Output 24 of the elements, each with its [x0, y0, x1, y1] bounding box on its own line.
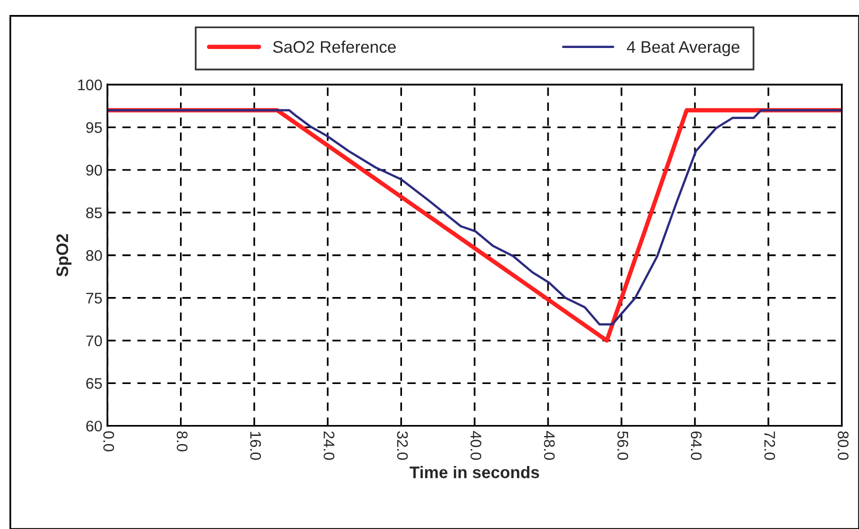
x-tick-label: 24.0: [324, 431, 334, 460]
legend-label: 4 Beat Average: [626, 41, 740, 56]
legend-label: SaO2 Reference: [273, 40, 396, 53]
x-axis-title: Time in seconds: [410, 466, 540, 478]
x-tick-label: 16.0: [250, 432, 261, 460]
y-tick-label: 60: [86, 420, 102, 432]
x-tick-label: 72.0: [764, 431, 776, 460]
x-tick-label: 0.0: [103, 431, 114, 452]
y-tick-label: 70: [86, 335, 102, 346]
y-tick-label: 75: [86, 292, 102, 304]
y-tick-label: 100: [78, 80, 102, 90]
x-tick-label: 8.0: [176, 431, 188, 452]
y-tick-label: 85: [86, 207, 102, 218]
x-tick-label: 32.0: [397, 431, 408, 460]
x-tick-label: 80.0: [838, 431, 849, 460]
x-tick-label: 64.0: [690, 431, 702, 460]
y-tick-label: 65: [86, 378, 102, 389]
y-tick-label: 95: [86, 122, 102, 133]
x-tick-label: 56.0: [617, 431, 628, 460]
y-tick-label: 90: [86, 164, 102, 176]
x-tick-label: 48.0: [544, 431, 555, 460]
y-axis-title: SpO2: [56, 234, 72, 277]
y-tick-label: 80: [86, 250, 102, 261]
x-tick-label: 40.0: [470, 431, 482, 460]
